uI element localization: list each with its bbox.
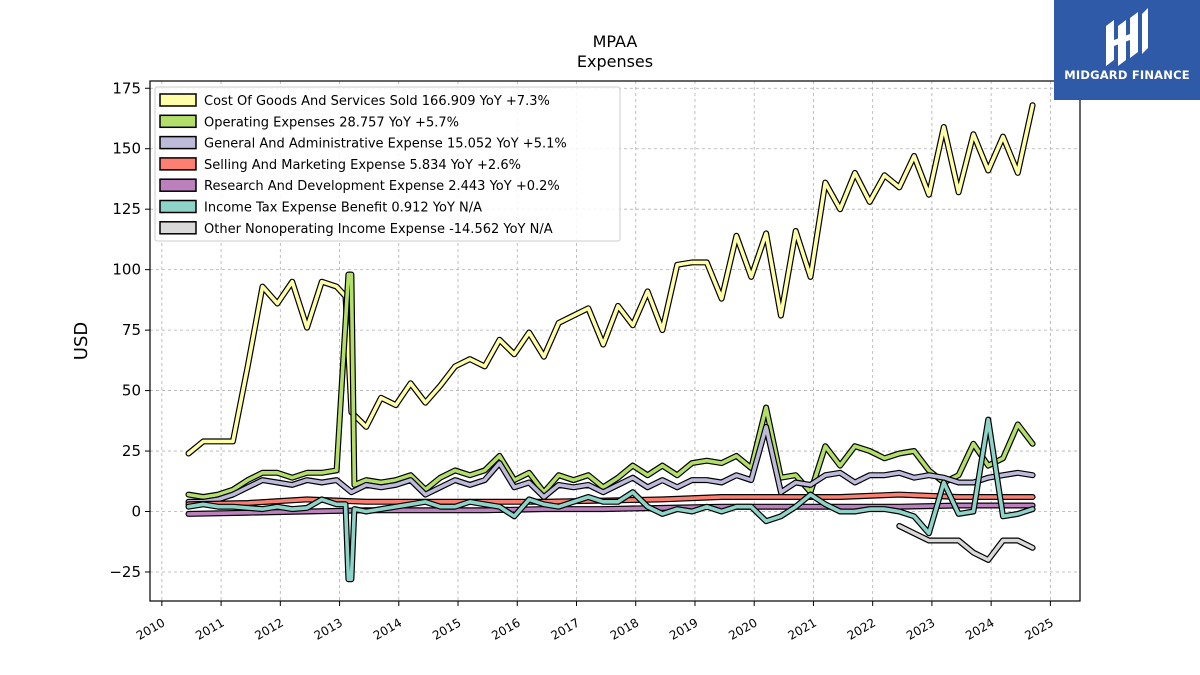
- series-0: [185, 102, 1036, 457]
- x-tick-label: 2020: [726, 615, 759, 642]
- series-line: [897, 524, 1035, 562]
- legend: Cost Of Goods And Services Sold 166.909 …: [154, 86, 621, 242]
- x-tick-label: 2010: [134, 615, 167, 642]
- x-tick-label: 2023: [904, 615, 937, 642]
- legend-entry: Research And Development Expense 2.443 Y…: [204, 179, 560, 194]
- x-tick-label: 2022: [845, 615, 878, 642]
- y-axis-ticks: −25 0 25 50 75 100 125 150 175: [109, 79, 150, 581]
- series-line: [186, 417, 1035, 582]
- series-5: [185, 416, 1036, 583]
- x-tick-label: 2011: [193, 615, 226, 642]
- legend-entry: General And Administrative Expense 15.05…: [204, 137, 567, 152]
- x-tick-label: 2021: [785, 615, 818, 642]
- x-tick-label: 2025: [1022, 615, 1055, 642]
- x-axis-ticks: 2010 2011 2012 2013 2014 2015 2016 2017 2018 2019…: [134, 601, 1056, 643]
- legend-entry: Other Nonoperating Income Expense -14.56…: [204, 222, 553, 237]
- plot-frame: [149, 80, 1081, 602]
- series-outline: [896, 523, 1036, 563]
- chart-title: MPAA: [593, 32, 638, 51]
- x-tick-label: 2014: [371, 615, 404, 642]
- y-axis-label: USD: [71, 322, 92, 360]
- legend-swatch: [159, 221, 197, 235]
- x-tick-label: 2018: [608, 615, 641, 642]
- y-tick-label: 175: [112, 79, 141, 97]
- legend-box: [154, 86, 621, 242]
- x-tick-label: 2013: [312, 615, 345, 642]
- series-lines: [185, 102, 1036, 583]
- y-tick-label: 50: [122, 382, 141, 400]
- series-line: [186, 425, 1035, 504]
- y-tick-label: 25: [122, 442, 141, 460]
- series-1: [185, 271, 1036, 500]
- midgard-logo-icon: [1106, 8, 1148, 66]
- series-2: [185, 423, 1036, 505]
- legend-entry: Selling And Marketing Expense 5.834 YoY …: [204, 158, 521, 173]
- legend-swatch: [159, 157, 197, 171]
- y-tick-label: 100: [112, 261, 141, 279]
- series-line: [186, 103, 1035, 456]
- x-tick-label: 2016: [489, 615, 522, 642]
- legend-entry: Income Tax Expense Benefit 0.912 YoY N/A: [204, 201, 482, 216]
- x-tick-label: 2012: [252, 615, 285, 642]
- y-tick-label: 125: [112, 200, 141, 218]
- x-tick-label: 2015: [430, 615, 463, 642]
- x-tick-label: 2024: [963, 615, 996, 642]
- legend-swatch: [159, 93, 197, 107]
- legend-swatch: [159, 199, 197, 214]
- legend-swatch: [159, 178, 197, 192]
- chart-subtitle: Expenses: [577, 52, 653, 71]
- series-line: [186, 272, 1035, 499]
- y-tick-label: 75: [122, 321, 141, 339]
- brand-name: MIDGARD FINANCE: [1064, 68, 1190, 82]
- y-tick-label: 0: [131, 503, 141, 521]
- legend-swatch: [159, 135, 197, 150]
- series-6: [896, 523, 1036, 563]
- legend-swatch: [159, 114, 197, 129]
- legend-entry: Operating Expenses 28.757 YoY +5.7%: [204, 115, 459, 130]
- x-tick-label: 2017: [549, 615, 582, 642]
- y-tick-label: 150: [112, 140, 141, 158]
- legend-entry: Cost Of Goods And Services Sold 166.909 …: [204, 94, 550, 109]
- x-tick-label: 2019: [667, 615, 700, 642]
- y-tick-label: −25: [109, 563, 141, 581]
- brand-logo: MIDGARD FINANCE: [1054, 0, 1200, 100]
